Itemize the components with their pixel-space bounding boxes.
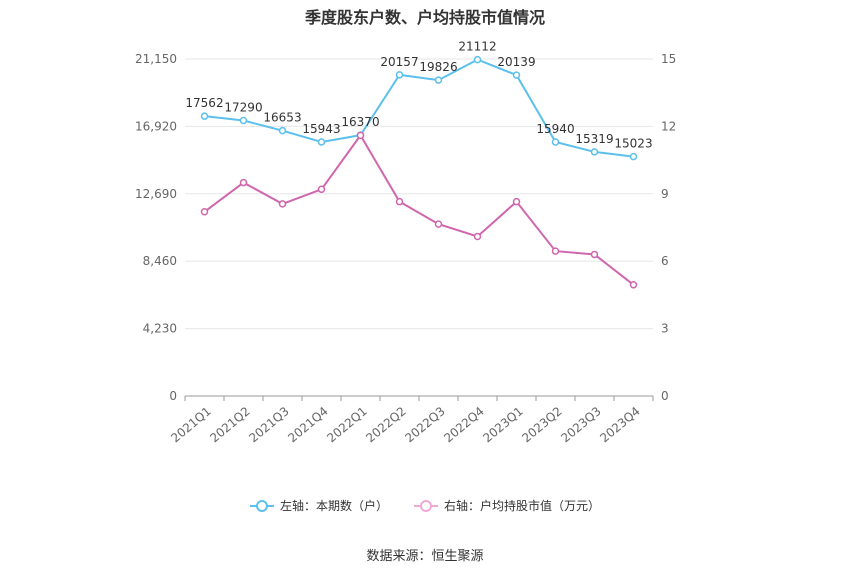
data-point	[512, 71, 521, 79]
x-axis-tick-label: 2022Q4	[441, 404, 486, 445]
right-axis-tick-label: 6	[661, 254, 669, 268]
data-point	[395, 71, 404, 79]
x-axis-tick-label: 2022Q3	[402, 404, 447, 445]
data-point	[278, 200, 287, 208]
left-axis-tick-label: 0	[169, 389, 177, 403]
right-axis-tick-label: 0	[661, 389, 669, 403]
right-axis-tick-label: 9	[661, 187, 669, 201]
x-axis-tick-label: 2022Q2	[363, 404, 408, 445]
data-label: 15943	[302, 122, 340, 136]
data-point	[278, 126, 287, 135]
right-axis-tick-label: 12	[661, 119, 676, 133]
data-point	[590, 250, 599, 259]
data-point	[473, 232, 482, 241]
right-axis-tick-label: 3	[661, 322, 669, 336]
left-axis-tick-label: 4,230	[143, 322, 177, 336]
data-point	[629, 152, 638, 161]
data-point	[317, 138, 326, 146]
data-label: 21112	[458, 40, 496, 54]
legend-label-left-series: 左轴：本期数（户）	[279, 499, 388, 513]
data-point	[629, 281, 638, 289]
data-point	[434, 220, 443, 228]
series-lines	[200, 55, 638, 289]
legend-swatch-pink-icon	[414, 499, 438, 513]
data-point	[551, 247, 560, 255]
x-axis-tick-label: 2021Q1	[168, 404, 213, 445]
x-axis-tick-label: 2023Q3	[558, 404, 603, 445]
series-line-right	[203, 133, 635, 286]
data-point	[512, 197, 521, 206]
data-label: 17290	[224, 101, 262, 115]
data-point	[200, 112, 209, 120]
data-label: 16370	[341, 115, 379, 129]
data-point	[434, 76, 443, 84]
series-line-left	[204, 58, 634, 158]
left-axis-tick-label: 16,920	[135, 119, 177, 133]
x-axis-tick-label: 2021Q4	[285, 404, 330, 445]
legend-item-left-series[interactable]: 左轴：本期数（户）	[249, 497, 388, 514]
legend-label-right-series: 右轴：户均持股市值（万元）	[444, 499, 601, 513]
left-axis-tick-label: 12,690	[135, 187, 177, 201]
x-axis-tick-label: 2023Q4	[597, 404, 642, 445]
data-point	[473, 55, 482, 64]
data-label: 15023	[614, 137, 652, 151]
chart-title: 季度股东户数、户均持股市值情况	[304, 8, 545, 27]
x-axis-tick-label: 2023Q1	[480, 404, 525, 445]
data-point	[200, 208, 209, 216]
x-axis-tick-label: 2022Q1	[324, 404, 369, 445]
x-axis-tick-label: 2023Q2	[519, 404, 564, 445]
left-axis-tick-label: 8,460	[143, 254, 177, 268]
data-label: 19826	[419, 60, 457, 74]
x-axis-tick-label: 2021Q2	[207, 404, 252, 445]
data-label: 16653	[263, 111, 301, 125]
data-point	[395, 197, 404, 206]
legend-swatch-blue-icon	[249, 499, 274, 513]
right-axis-tick-label: 15	[661, 52, 676, 66]
data-label: 15940	[536, 122, 574, 136]
data-label: 17562	[185, 96, 223, 110]
legend-item-right-series[interactable]: 右轴：户均持股市值（万元）	[414, 497, 600, 514]
gridlines	[185, 58, 653, 330]
data-label: 20139	[497, 55, 535, 69]
source-note: 数据来源：恒生聚源	[366, 549, 484, 564]
data-point	[239, 178, 248, 187]
data-label: 15319	[575, 132, 613, 146]
axes: 0 0 4,230 3 8,460 6 12,690 9 16,920 12 21,150 15 202…	[135, 52, 676, 445]
data-label: 20157	[380, 55, 418, 69]
data-point	[239, 116, 248, 125]
data-point	[356, 131, 365, 140]
left-axis-tick-label: 21,150	[135, 52, 177, 66]
data-point	[590, 148, 599, 156]
x-axis-tick-label: 2021Q3	[246, 404, 291, 445]
legend: 左轴：本期数（户） 右轴：户均持股市值（万元）	[0, 497, 850, 514]
data-point	[317, 185, 326, 194]
data-point	[551, 138, 560, 146]
